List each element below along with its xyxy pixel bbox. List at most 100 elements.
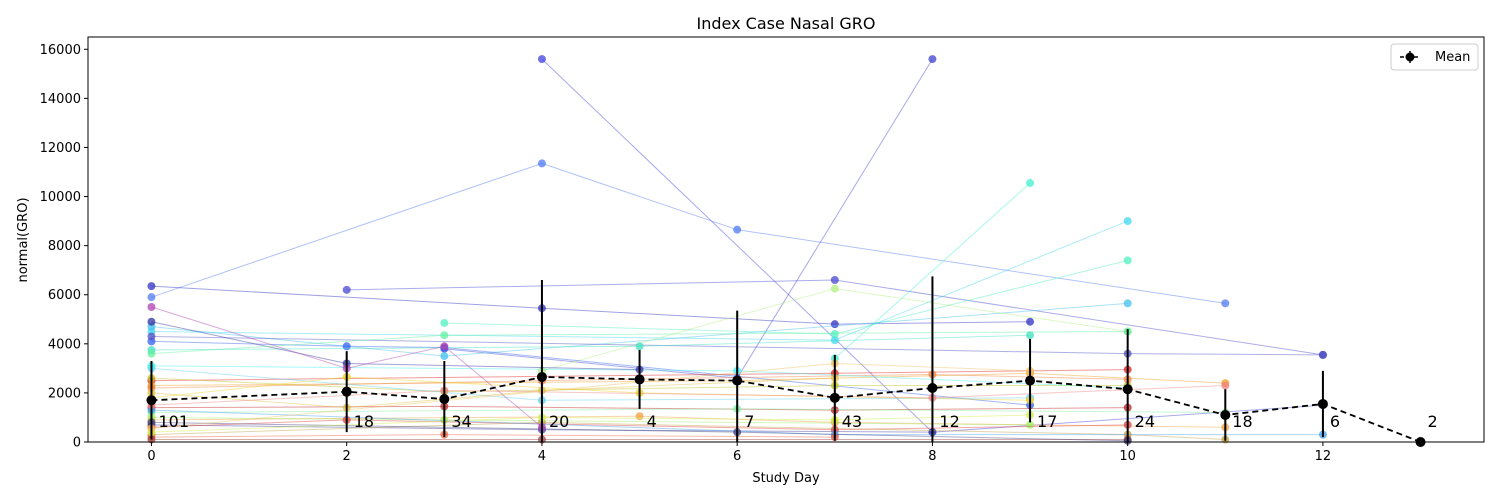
y-tick-label: 2000 [48, 386, 81, 401]
x-tick-label: 12 [1315, 449, 1332, 464]
subject-series [147, 327, 1132, 358]
subject-point [1026, 420, 1035, 429]
plot-frame [87, 36, 1485, 443]
y-tick-label: 4000 [48, 337, 81, 352]
subject-series [147, 217, 1132, 345]
y-axis-ticks: 0 2000 4000 6000 8000 10000 12000 14000 16000 [40, 43, 88, 451]
mean-point [341, 386, 352, 397]
y-tick-label: 10000 [40, 190, 81, 205]
legend-entry-mean: Mean [1435, 50, 1470, 65]
count-label: 7 [744, 412, 754, 431]
subject-series [440, 256, 1132, 338]
subject-point [1221, 381, 1230, 390]
subject-point [733, 225, 742, 234]
subject-point [342, 342, 351, 351]
subject-point [147, 303, 156, 311]
subject-line [151, 321, 640, 371]
subject-point [1123, 299, 1132, 308]
count-label: 12 [939, 412, 959, 431]
chart-title: Index Case Nasal GRO [697, 14, 876, 33]
legend-marker [1405, 52, 1415, 62]
subject-point [635, 412, 644, 421]
y-axis-title: normal(GRO) [16, 197, 31, 282]
count-label: 6 [1330, 412, 1340, 431]
mean-point [927, 383, 938, 393]
subject-point [440, 352, 449, 361]
subject-point [537, 159, 546, 168]
subject-point [635, 342, 644, 351]
subject-point [1123, 256, 1132, 265]
x-tick-label: 8 [928, 449, 936, 464]
count-label: 101 [158, 412, 189, 431]
subject-point [830, 276, 839, 284]
count-label: 20 [549, 412, 569, 431]
subject-point [830, 336, 839, 345]
subject-point [147, 317, 156, 326]
subject-point [147, 293, 156, 302]
subject-point [147, 349, 156, 358]
x-axis-ticks: 0 2 4 6 8 10 12 [147, 442, 1331, 464]
mean-point [536, 371, 547, 382]
subject-line [444, 259, 1128, 335]
subject-series [147, 159, 1230, 308]
subject-point [147, 282, 156, 291]
mean-point [1025, 375, 1036, 386]
subject-line [151, 306, 543, 428]
subject-point [537, 55, 546, 64]
y-tick-label: 12000 [40, 141, 81, 156]
count-label: 17 [1037, 412, 1057, 431]
count-label: 4 [647, 412, 657, 431]
subject-point [1026, 179, 1035, 188]
y-tick-label: 6000 [48, 288, 81, 303]
subject-point [440, 342, 449, 351]
subject-point [147, 332, 156, 341]
subject-point [830, 320, 839, 329]
subject-series [147, 299, 1132, 361]
subject-line [151, 162, 1226, 304]
subject-point [1026, 317, 1035, 326]
y-tick-label: 16000 [40, 43, 81, 58]
subject-point [1221, 299, 1230, 308]
count-labels-group: 101 18 34 20 4 7 43 12 17 24 18 6 2 [158, 412, 1437, 431]
mean-point [829, 392, 840, 403]
x-tick-label: 0 [147, 449, 155, 464]
subject-point [1318, 350, 1327, 359]
legend: Mean [1390, 43, 1479, 71]
count-label: 43 [842, 412, 862, 431]
x-tick-label: 2 [343, 449, 351, 464]
subject-line [151, 340, 1031, 406]
subject-point [1123, 217, 1132, 226]
mean-point [1122, 384, 1133, 395]
y-tick-label: 8000 [48, 239, 81, 254]
y-tick-label: 14000 [40, 92, 81, 107]
subject-line [151, 385, 1226, 406]
legend-box [1390, 43, 1479, 71]
mean-point [146, 395, 157, 406]
subject-point [928, 55, 937, 64]
subject-point [342, 285, 351, 294]
mean-point [1317, 398, 1328, 409]
subject-line [151, 419, 1128, 431]
x-tick-label: 10 [1119, 449, 1136, 464]
subject-line [834, 182, 1031, 359]
count-label: 2 [1428, 412, 1438, 431]
subject-line [151, 434, 835, 438]
x-tick-label: 4 [538, 449, 546, 464]
subject-point [1026, 331, 1035, 340]
subject-point [830, 284, 839, 293]
y-tick-label: 0 [73, 436, 81, 451]
mean-point [439, 394, 450, 405]
mean-point [732, 375, 743, 386]
mean-point [1220, 410, 1231, 420]
count-label: 24 [1135, 412, 1155, 431]
subject-point [440, 331, 449, 340]
count-label: 34 [451, 412, 471, 431]
count-label: 18 [354, 412, 374, 431]
x-tick-label: 6 [733, 449, 741, 464]
mean-series-group [146, 276, 1426, 447]
count-label: 18 [1232, 412, 1252, 431]
x-axis-title: Study Day [752, 471, 820, 486]
mean-point [634, 374, 645, 385]
subject-point [830, 330, 839, 338]
